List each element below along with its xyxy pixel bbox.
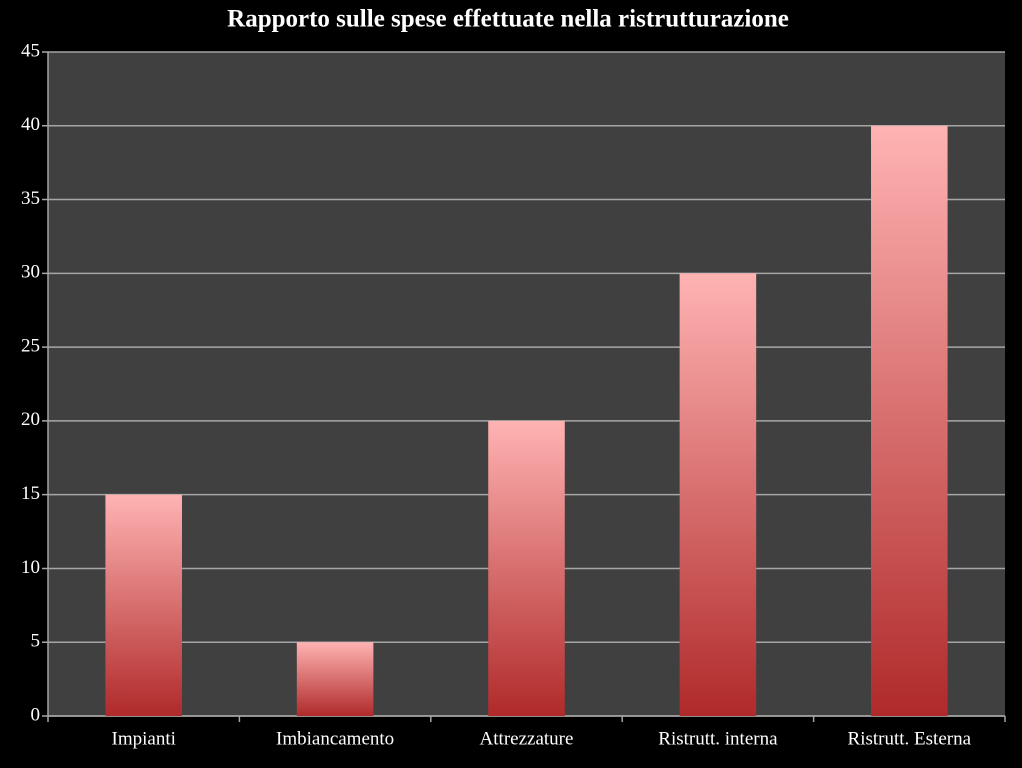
y-tick-label: 5 (31, 631, 41, 652)
bar (871, 125, 948, 717)
y-tick-label: 20 (21, 409, 40, 430)
x-tick-label: Ristrutt. Esterna (848, 728, 972, 749)
y-tick-label: 25 (21, 335, 40, 356)
bar (488, 420, 565, 716)
y-tick-label: 30 (21, 262, 40, 283)
y-tick-label: 0 (31, 704, 41, 725)
bar (296, 642, 374, 716)
y-tick-label: 45 (21, 40, 40, 61)
bar (105, 494, 182, 716)
chart-title: Rapporto sulle spese effettuate nella ri… (227, 6, 789, 33)
y-tick-label: 10 (21, 557, 40, 578)
x-tick-label: Imbiancamento (276, 728, 394, 749)
y-tick-label: 35 (21, 188, 40, 209)
x-tick-label: Ristrutt. interna (658, 728, 778, 749)
y-tick-label: 15 (21, 483, 40, 504)
x-tick-label: Attrezzature (480, 728, 574, 749)
x-tick-label: Impianti (112, 728, 176, 749)
bar (679, 273, 757, 716)
y-tick-label: 40 (21, 114, 40, 135)
